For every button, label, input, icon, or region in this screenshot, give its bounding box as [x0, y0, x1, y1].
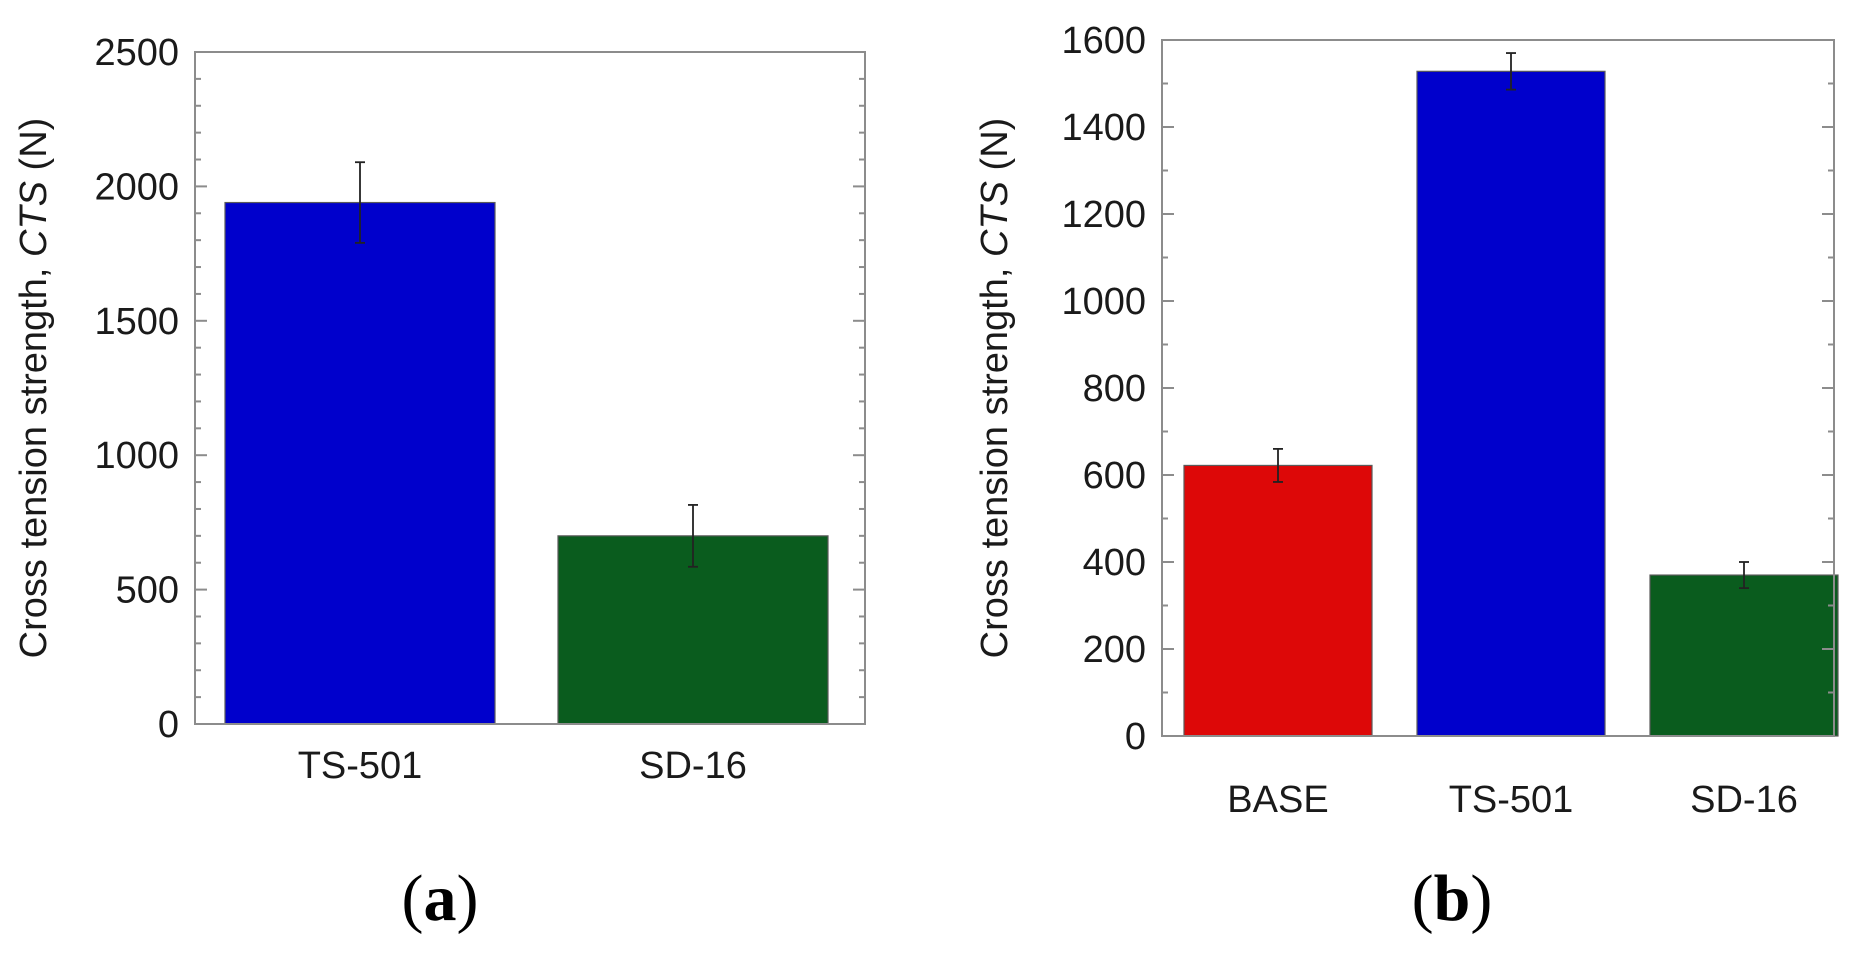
y-tick-label: 2500	[94, 32, 179, 74]
y-tick-label: 0	[158, 704, 179, 746]
y-tick-label: 0	[1125, 716, 1146, 758]
plot-frame	[194, 51, 866, 725]
y-tick-label: 500	[116, 570, 179, 612]
x-tick-label: TS-501	[1449, 779, 1574, 821]
chart-panel-a: TS-501 SD-16 0 500 1000 1500 2000 2500 Cross ten…	[13, 32, 866, 935]
bar-sd-16	[1649, 574, 1839, 737]
y-tick-label: 600	[1083, 455, 1146, 497]
x-tick-label: BASE	[1227, 779, 1328, 821]
y-tick-label: 1200	[1061, 194, 1146, 236]
y-tick-label: 1400	[1061, 107, 1146, 149]
x-tick-label: SD-16	[1690, 779, 1798, 821]
y-tick-label: 1600	[1061, 20, 1146, 62]
y-tick-label: 400	[1083, 542, 1146, 584]
bar-ts-501	[224, 201, 496, 725]
panel-label: (a)	[402, 862, 479, 935]
y-axis-label: Cross tension strength, CTS (N)	[974, 118, 1016, 659]
x-tick-label: TS-501	[298, 745, 423, 787]
y-tick-label: 2000	[94, 166, 179, 208]
y-tick-label: 800	[1083, 368, 1146, 410]
y-axis-label: Cross tension strength, CTS (N)	[13, 118, 55, 659]
y-tick-label: 200	[1083, 629, 1146, 671]
y-tick-label: 1000	[94, 435, 179, 477]
y-tick-label: 1000	[1061, 281, 1146, 323]
y-tick-label: 1500	[94, 301, 179, 343]
chart-panel-b: BASE TS-501 SD-16 0 200 400 600 800 1000 1200 1400…	[974, 20, 1839, 935]
bar-base	[1183, 464, 1373, 737]
x-tick-label: SD-16	[639, 745, 747, 787]
bar-ts-501	[1416, 70, 1606, 737]
panel-label: (b)	[1412, 862, 1493, 935]
